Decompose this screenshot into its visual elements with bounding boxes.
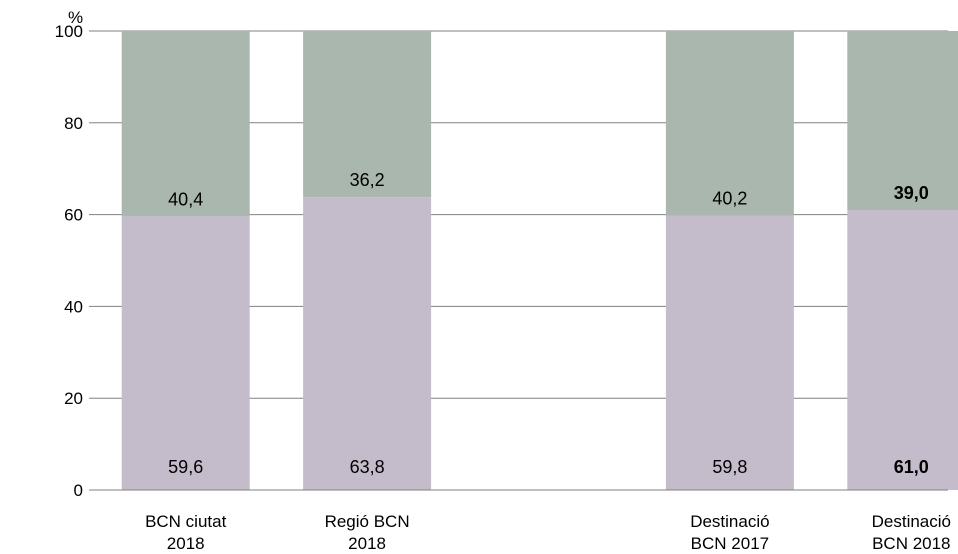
- bar-segment: [303, 197, 432, 490]
- y-axis: 0 20 40 60 80 100: [55, 22, 95, 500]
- y-tick-label: 20: [64, 389, 83, 408]
- y-tick-label: 80: [64, 114, 83, 133]
- bar-segment: [665, 215, 794, 490]
- y-unit-label: %: [68, 8, 83, 27]
- x-axis: BCN ciutat 2018 Regió BCN 2018 Destinació BCN…: [89, 489, 951, 553]
- data-label: 61,0: [894, 457, 929, 477]
- bar-segment: [847, 210, 958, 490]
- x-category-label: BCN 2018: [872, 534, 950, 553]
- x-category-label: 2018: [348, 534, 386, 553]
- bar-segment: [121, 31, 250, 217]
- x-category-label: 2018: [167, 534, 205, 553]
- y-tick-label: 60: [64, 206, 83, 225]
- x-category-label: Regió BCN: [325, 512, 410, 531]
- data-label: 40,4: [168, 189, 203, 209]
- data-label: 59,8: [712, 457, 747, 477]
- data-label: 39,0: [894, 183, 929, 203]
- bar-segment: [847, 31, 958, 211]
- data-label: 36,2: [350, 170, 385, 190]
- bars: [121, 31, 958, 490]
- x-category-label: Destinació: [872, 512, 951, 531]
- y-tick-label: 0: [74, 481, 83, 500]
- x-category-label: BCN ciutat: [145, 512, 227, 531]
- data-label: 40,2: [712, 189, 747, 209]
- bar-segment: [121, 216, 250, 490]
- data-labels: 59,6 40,4 63,8 36,2 59,8 40,2 61,0 39,0: [168, 170, 929, 477]
- x-category-label: Destinació: [690, 512, 769, 531]
- data-label: 59,6: [168, 457, 203, 477]
- data-label: 63,8: [350, 457, 385, 477]
- bar-segment: [665, 31, 794, 216]
- x-category-label: BCN 2017: [691, 534, 769, 553]
- y-tick-label: 100: [55, 22, 83, 41]
- y-tick-label: 40: [64, 297, 83, 316]
- bar-segment: [303, 31, 432, 198]
